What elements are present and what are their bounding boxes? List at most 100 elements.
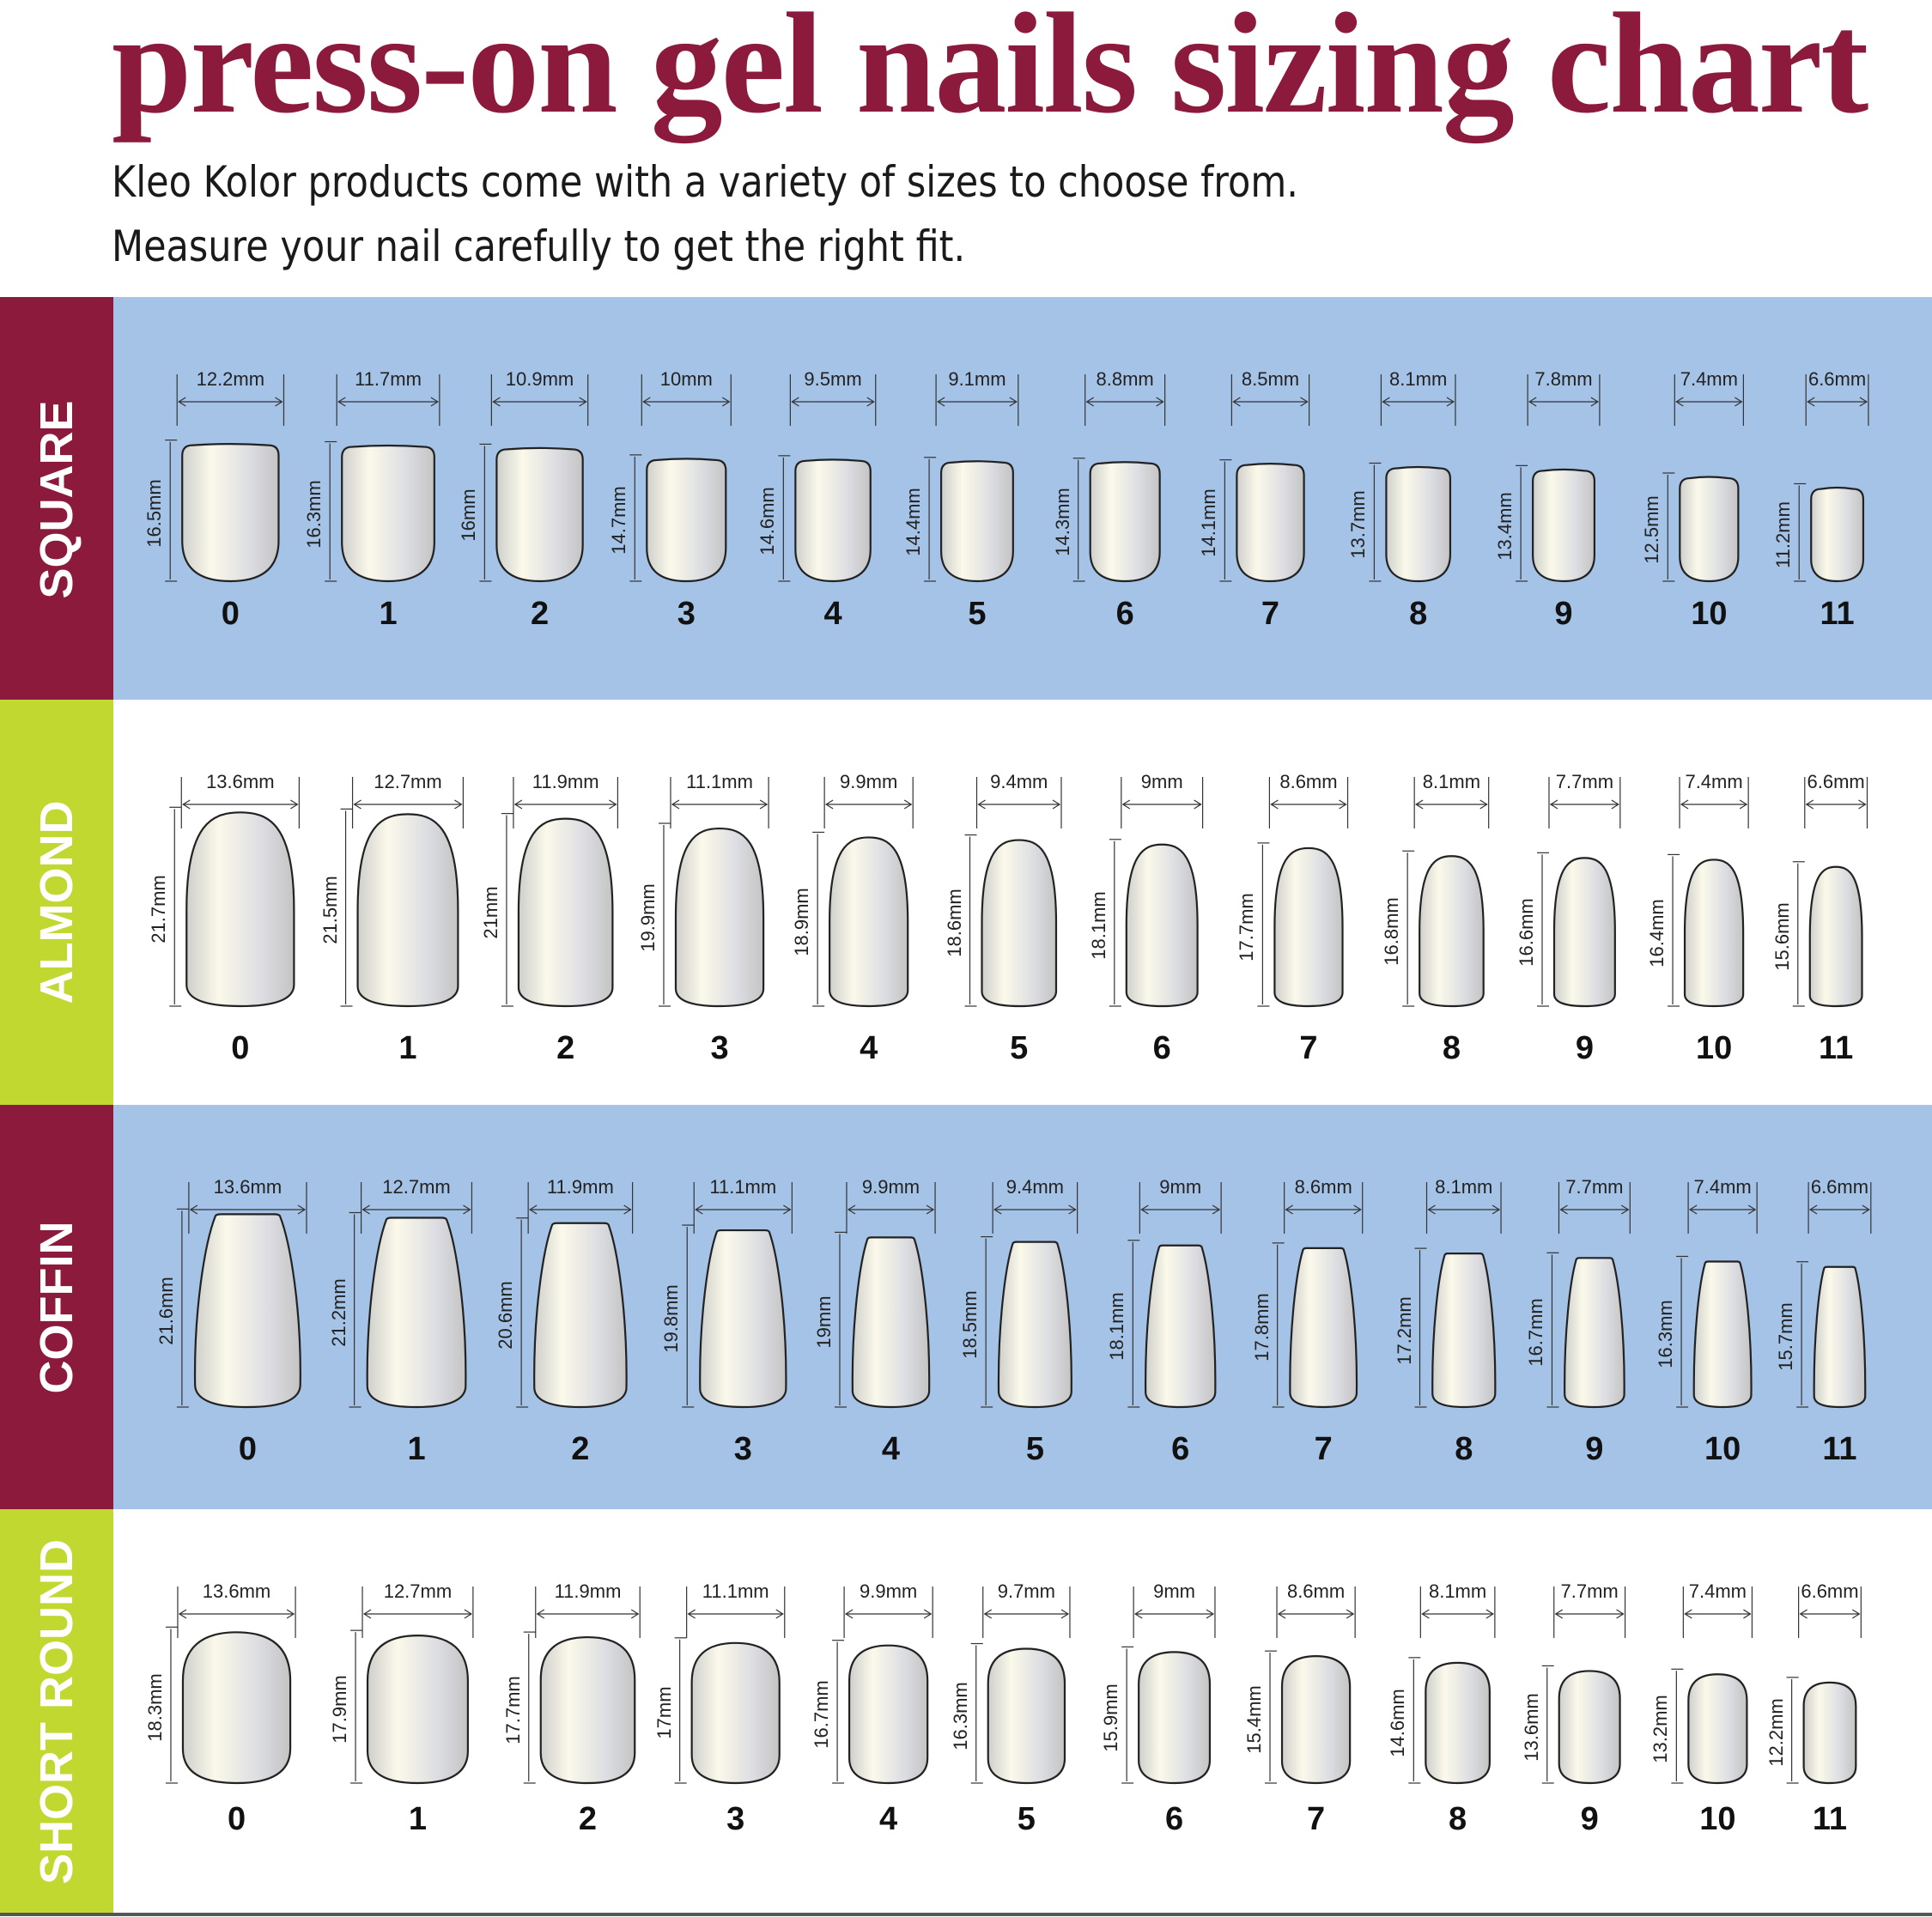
width-label: 9.9mm bbox=[861, 1176, 920, 1198]
arrowheads bbox=[695, 1204, 792, 1215]
width-dimension bbox=[1084, 374, 1166, 426]
nail-shape-square bbox=[1532, 468, 1595, 583]
arrowheads bbox=[936, 397, 1018, 407]
length-label: 18.6mm bbox=[943, 889, 965, 958]
size-number: 1 bbox=[398, 1030, 417, 1066]
nail-shape-almond bbox=[829, 836, 909, 1008]
page-title: press-on gel nails sizing chart bbox=[112, 0, 1868, 143]
width-label: 8.1mm bbox=[1435, 1176, 1493, 1198]
length-dimension bbox=[501, 813, 513, 1007]
length-label: 18.5mm bbox=[959, 1290, 981, 1359]
nail-shape-coffin bbox=[1145, 1244, 1217, 1409]
nail-shape-round bbox=[366, 1635, 469, 1785]
length-dimension bbox=[1662, 472, 1675, 582]
length-label: 16mm bbox=[458, 488, 480, 542]
length-dimension bbox=[1402, 850, 1415, 1007]
width-dimension bbox=[1268, 777, 1349, 828]
width-dimension bbox=[1527, 374, 1601, 426]
size-number: 6 bbox=[1115, 596, 1134, 632]
width-dimension bbox=[1682, 1586, 1753, 1638]
size-number: 0 bbox=[231, 1030, 250, 1066]
nail-shape-square bbox=[495, 446, 584, 583]
length-dimension bbox=[1219, 459, 1232, 582]
length-label: 17mm bbox=[653, 1686, 675, 1739]
arrowheads bbox=[844, 1609, 933, 1619]
arrowheads bbox=[1140, 1204, 1221, 1215]
bottom-rule bbox=[0, 1913, 1932, 1916]
width-label: 6.6mm bbox=[1810, 1176, 1869, 1198]
nail-shape-coffin bbox=[193, 1213, 301, 1409]
length-label: 21.6mm bbox=[155, 1276, 177, 1345]
length-label: 21mm bbox=[479, 886, 501, 939]
width-dimension bbox=[513, 777, 619, 828]
width-dimension bbox=[180, 777, 300, 828]
size-number: 2 bbox=[556, 1030, 575, 1066]
width-label: 7.4mm bbox=[1685, 771, 1743, 792]
nail-shape-square bbox=[1385, 465, 1452, 583]
arrowheads bbox=[1085, 397, 1164, 407]
arrowheads bbox=[189, 1204, 307, 1215]
arrowheads bbox=[825, 799, 913, 810]
length-dimension bbox=[1536, 852, 1549, 1007]
nail-shape-coffin bbox=[699, 1228, 787, 1409]
arrowheads bbox=[1232, 397, 1309, 407]
width-dimension bbox=[935, 374, 1019, 426]
arrowheads bbox=[353, 799, 463, 810]
length-dimension bbox=[1414, 1247, 1427, 1408]
length-label: 12.2mm bbox=[1765, 1698, 1787, 1768]
width-label: 9.5mm bbox=[804, 368, 862, 390]
size-number: 10 bbox=[1699, 1801, 1736, 1837]
nail-shape-coffin bbox=[997, 1241, 1072, 1409]
width-dimension bbox=[1807, 1182, 1872, 1234]
arrowheads bbox=[1134, 1609, 1215, 1619]
nail-shape-round bbox=[848, 1644, 929, 1785]
length-dimension bbox=[1786, 1677, 1799, 1784]
length-dimension bbox=[523, 1631, 536, 1784]
nail-shape-square bbox=[181, 443, 280, 583]
arrowheads bbox=[361, 1204, 471, 1215]
width-label: 10.9mm bbox=[505, 368, 574, 390]
arrowheads bbox=[977, 799, 1061, 810]
length-dimension bbox=[812, 831, 825, 1007]
width-label: 7.7mm bbox=[1565, 1176, 1624, 1198]
nail-shape-almond bbox=[185, 811, 295, 1008]
length-dimension bbox=[1541, 1665, 1554, 1784]
length-dimension bbox=[834, 1231, 847, 1408]
length-dimension bbox=[629, 454, 642, 582]
arrowheads bbox=[1807, 397, 1868, 407]
width-dimension bbox=[361, 1182, 473, 1234]
size-number: 7 bbox=[1299, 1030, 1318, 1066]
width-label: 7.4mm bbox=[1688, 1580, 1747, 1602]
length-dimension bbox=[1272, 1242, 1285, 1408]
length-label: 17.2mm bbox=[1393, 1295, 1415, 1365]
length-dimension bbox=[1671, 1668, 1684, 1784]
length-dimension bbox=[964, 834, 977, 1007]
length-dimension bbox=[682, 1224, 695, 1408]
arrowheads bbox=[1554, 1609, 1625, 1619]
subtitle-line-2: Measure your nail carefully to get the r… bbox=[112, 221, 966, 271]
length-dimension bbox=[1796, 1261, 1809, 1408]
width-dimension bbox=[1805, 374, 1869, 426]
arrowheads bbox=[1270, 799, 1347, 810]
length-dimension bbox=[169, 806, 182, 1007]
size-number: 8 bbox=[1455, 1431, 1473, 1467]
size-number: 4 bbox=[879, 1801, 898, 1837]
size-number: 10 bbox=[1704, 1431, 1741, 1467]
nail-shape-coffin bbox=[1431, 1253, 1497, 1409]
length-dimension bbox=[165, 440, 178, 582]
nail-shape-square bbox=[794, 458, 872, 583]
size-number: 10 bbox=[1691, 596, 1728, 632]
size-number: 0 bbox=[221, 596, 240, 632]
length-label: 16.7mm bbox=[1525, 1298, 1547, 1367]
nail-shape-almond bbox=[1125, 843, 1199, 1008]
nail-shape-coffin bbox=[533, 1222, 628, 1409]
length-label: 19.8mm bbox=[660, 1284, 683, 1353]
size-number: 9 bbox=[1585, 1431, 1604, 1467]
size-number: 6 bbox=[1164, 1801, 1184, 1837]
width-label: 9.4mm bbox=[1005, 1176, 1065, 1198]
length-label: 13.2mm bbox=[1649, 1694, 1672, 1763]
nail-shape-round bbox=[1802, 1681, 1857, 1785]
width-dimension bbox=[1558, 1182, 1631, 1234]
length-dimension bbox=[1109, 839, 1121, 1007]
length-label: 17.8mm bbox=[1250, 1293, 1273, 1362]
